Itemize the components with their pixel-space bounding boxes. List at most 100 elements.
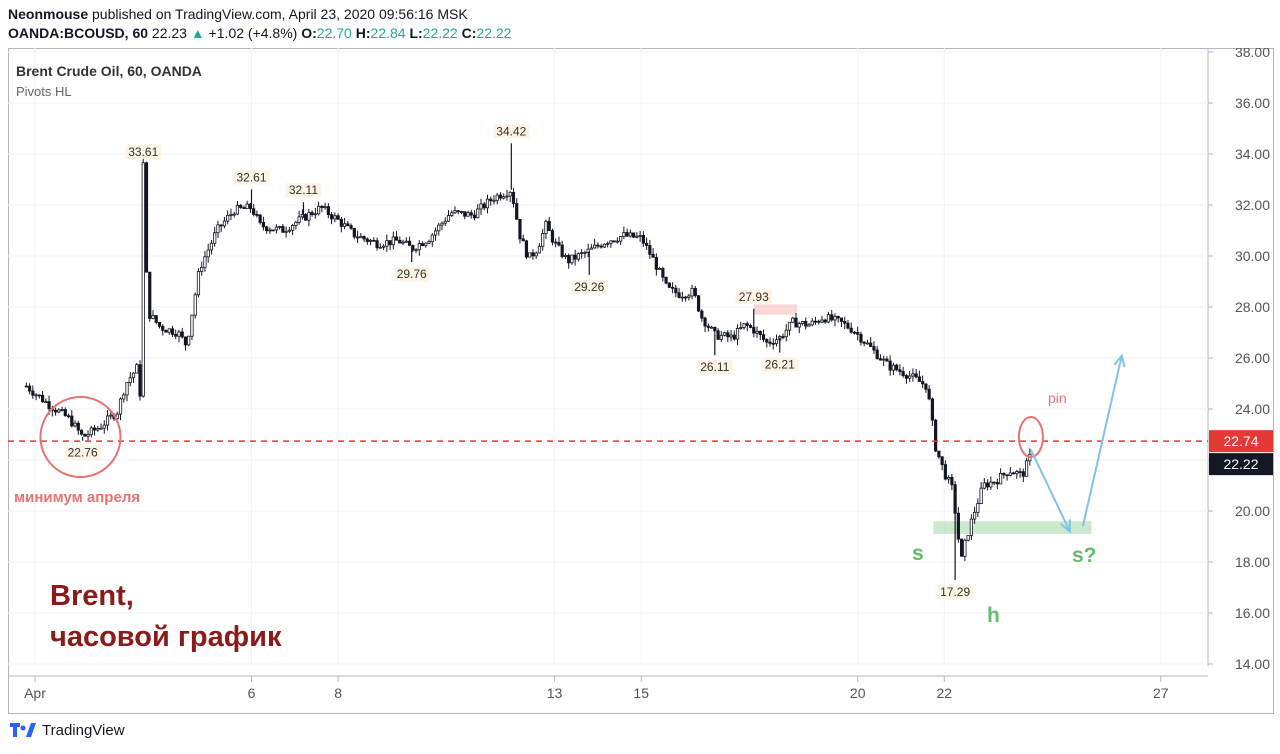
candle-body: [183, 336, 188, 346]
candle-body: [609, 240, 613, 244]
candle-body: [765, 339, 769, 343]
candle-body: [1015, 471, 1019, 475]
time-axis[interactable]: Apr 6 8 13 15 20 22 27: [24, 676, 1169, 701]
candle-body: [813, 320, 818, 323]
candle-body: [378, 246, 382, 249]
indicator-legend: Pivots HL: [16, 84, 72, 99]
candle-body: [745, 323, 749, 326]
candle-body: [355, 236, 360, 239]
candle-body: [391, 236, 395, 246]
candle-body: [781, 336, 785, 338]
candle-body: [888, 360, 892, 371]
candle-body: [476, 208, 480, 219]
candle-body: [489, 198, 493, 202]
price-tick-label: 14.00: [1235, 656, 1270, 672]
candle-body: [625, 232, 629, 237]
candle-body: [583, 251, 587, 254]
candle-body: [645, 242, 649, 246]
candle-body: [794, 317, 798, 328]
candle-body: [992, 481, 996, 484]
candle-body: [934, 419, 938, 452]
pivot-label-bg: [937, 585, 974, 600]
candle-body: [833, 315, 837, 321]
candle-body: [164, 330, 168, 333]
candle-body: [872, 346, 876, 351]
candle-body: [511, 192, 516, 204]
high-key: H:: [355, 25, 371, 41]
last-price-tag-text: 22.22: [1223, 456, 1258, 472]
pivot-label: 29.26: [574, 280, 604, 294]
candle-body: [375, 240, 379, 249]
candle-body: [716, 330, 720, 340]
pivot-labels: 22.76 33.61 32.61 32.11 29.76 34.42 29.26 26.11…: [64, 124, 974, 600]
candle-body: [901, 371, 905, 376]
time-tick-label: 8: [334, 685, 342, 701]
author-name[interactable]: Neonmouse: [8, 6, 89, 22]
arrow-down-shaft: [1029, 449, 1071, 532]
symbol-label[interactable]: OANDA:BCOUSD, 60: [8, 25, 149, 41]
candle-body: [255, 213, 259, 216]
candle-body: [24, 385, 28, 388]
candle-body: [99, 427, 103, 430]
candle-body: [606, 242, 610, 245]
candle-body: [619, 236, 623, 242]
candle-body: [284, 230, 288, 233]
candle-body: [570, 254, 574, 264]
candle-body: [154, 315, 158, 323]
forecast-arrows: [1029, 353, 1126, 534]
candle-body: [326, 206, 330, 215]
candle-body: [924, 383, 928, 390]
footer-brand[interactable]: TradingView: [42, 722, 125, 739]
candle-body: [469, 212, 473, 216]
candle-body: [973, 511, 977, 520]
candle-body: [258, 214, 262, 223]
candle-body: [342, 223, 347, 227]
time-tick-label: 6: [248, 685, 256, 701]
candle-body: [537, 245, 542, 254]
candle-body: [407, 240, 412, 246]
pivot-label: 33.61: [128, 145, 158, 159]
candle-body: [144, 162, 149, 273]
candle-body: [381, 245, 386, 248]
candle-body: [368, 239, 373, 242]
candle-body: [294, 221, 298, 226]
candle-body: [196, 271, 201, 296]
candle-body: [722, 332, 727, 336]
candle-body: [541, 233, 545, 247]
candle-body: [515, 203, 519, 220]
candle-body: [719, 334, 723, 340]
candle-body: [547, 220, 551, 232]
level-price-tag-text: 22.74: [1223, 433, 1258, 449]
candle-body: [687, 295, 691, 299]
pivot-label: 29.76: [397, 267, 427, 281]
tradingview-logo-icon[interactable]: [10, 722, 36, 739]
candle-body: [170, 328, 175, 335]
candle-body: [891, 364, 896, 371]
candle-body: [365, 238, 369, 242]
candle-body: [1024, 460, 1029, 477]
candle-body: [748, 325, 753, 328]
candle-body: [865, 342, 870, 345]
candle-body: [57, 409, 61, 413]
price-tick-label: 32.00: [1235, 197, 1270, 213]
candle-body: [921, 381, 925, 385]
candle-body: [531, 252, 535, 257]
candle-body: [151, 315, 155, 319]
candle-body: [596, 244, 600, 247]
candle-body: [846, 322, 850, 329]
candle-body: [761, 334, 766, 340]
candle-body: [755, 330, 759, 334]
time-tick-label: Apr: [24, 685, 46, 701]
candle-body: [388, 240, 392, 246]
candle-body: [219, 224, 223, 227]
close-key: C:: [461, 25, 477, 41]
candle-body: [963, 539, 967, 557]
candle-body: [333, 215, 337, 220]
pivot-label-bg: [761, 357, 798, 372]
candle-body: [420, 243, 425, 247]
chart-frame[interactable]: 22.76 33.61 32.61 32.11 29.76 34.42 29.26 26.11…: [8, 44, 1274, 714]
candle-body: [700, 310, 704, 319]
price-chart[interactable]: 22.76 33.61 32.61 32.11 29.76 34.42 29.26 26.11…: [8, 44, 1274, 714]
candle-body: [1011, 472, 1016, 475]
pivot-label-bg: [64, 445, 101, 460]
